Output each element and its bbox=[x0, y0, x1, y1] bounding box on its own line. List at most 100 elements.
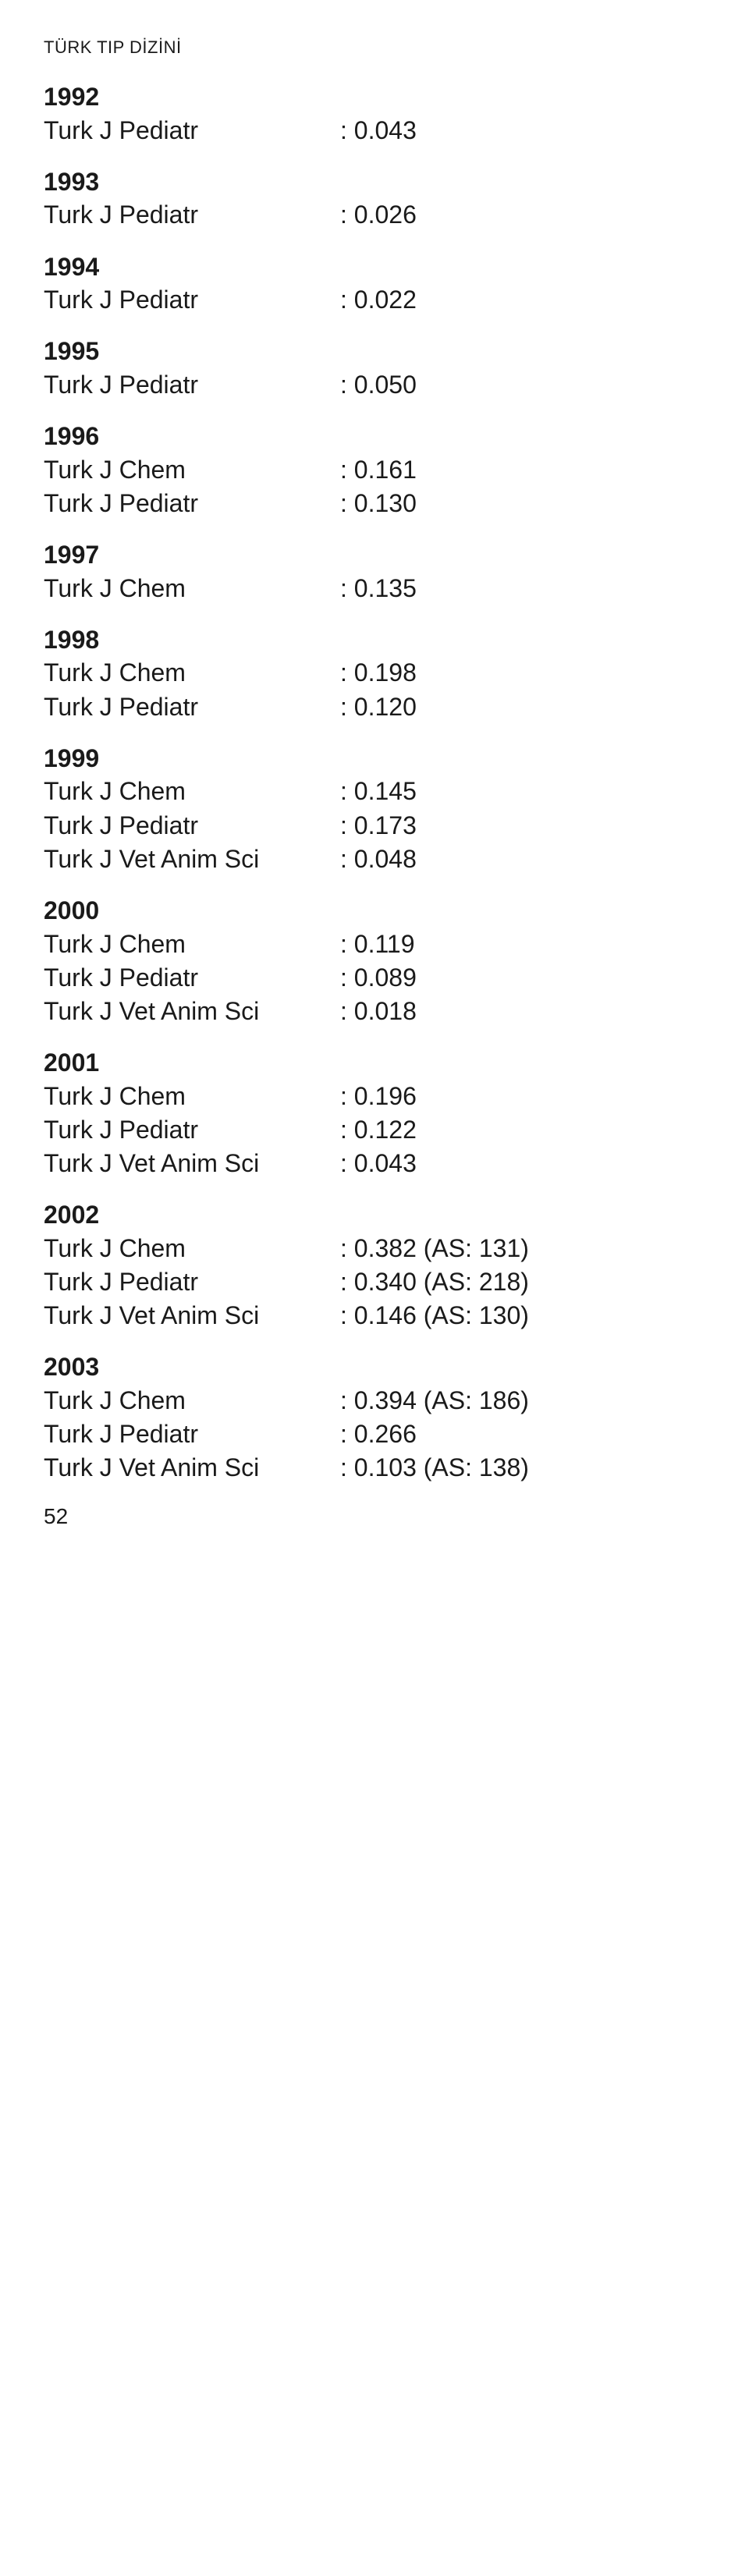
journal-name: Turk J Chem bbox=[44, 775, 340, 808]
journal-value: : 0.026 bbox=[340, 198, 705, 232]
year-label: 1994 bbox=[44, 251, 705, 284]
journal-name: Turk J Pediatr bbox=[44, 368, 340, 402]
journal-name: Turk J Chem bbox=[44, 453, 340, 487]
journal-name: Turk J Pediatr bbox=[44, 961, 340, 995]
journal-value: : 0.022 bbox=[340, 283, 705, 317]
journal-value: : 0.050 bbox=[340, 368, 705, 402]
journal-row: Turk J Vet Anim Sci: 0.018 bbox=[44, 995, 705, 1028]
journal-row: Turk J Pediatr: 0.043 bbox=[44, 114, 705, 147]
journal-name: Turk J Vet Anim Sci bbox=[44, 1451, 340, 1485]
journal-value: : 0.048 bbox=[340, 843, 705, 876]
journal-name: Turk J Pediatr bbox=[44, 690, 340, 724]
page-header: TÜRK TIP DİZİNİ bbox=[44, 37, 705, 58]
journal-row: Turk J Pediatr: 0.130 bbox=[44, 487, 705, 520]
journal-name: Turk J Chem bbox=[44, 572, 340, 605]
year-group: 2003Turk J Chem: 0.394 (AS: 186)Turk J P… bbox=[44, 1351, 705, 1485]
journal-row: Turk J Chem: 0.382 (AS: 131) bbox=[44, 1232, 705, 1265]
journal-name: Turk J Vet Anim Sci bbox=[44, 995, 340, 1028]
journal-name: Turk J Chem bbox=[44, 928, 340, 961]
journal-value: : 0.198 bbox=[340, 656, 705, 690]
journal-row: Turk J Pediatr: 0.340 (AS: 218) bbox=[44, 1265, 705, 1299]
journal-value: : 0.130 bbox=[340, 487, 705, 520]
journal-name: Turk J Pediatr bbox=[44, 809, 340, 843]
year-group: 1999Turk J Chem: 0.145Turk J Pediatr: 0.… bbox=[44, 743, 705, 876]
year-group: 1998Turk J Chem: 0.198Turk J Pediatr: 0.… bbox=[44, 624, 705, 724]
groups-container: 1992Turk J Pediatr: 0.0431993Turk J Pedi… bbox=[44, 81, 705, 1485]
journal-value: : 0.043 bbox=[340, 1147, 705, 1180]
journal-value: : 0.103 (AS: 138) bbox=[340, 1451, 705, 1485]
journal-name: Turk J Pediatr bbox=[44, 283, 340, 317]
journal-row: Turk J Pediatr: 0.173 bbox=[44, 809, 705, 843]
journal-row: Turk J Chem: 0.394 (AS: 186) bbox=[44, 1384, 705, 1418]
year-group: 1993Turk J Pediatr: 0.026 bbox=[44, 166, 705, 232]
year-group: 1994Turk J Pediatr: 0.022 bbox=[44, 251, 705, 318]
journal-name: Turk J Vet Anim Sci bbox=[44, 1147, 340, 1180]
year-group: 2002Turk J Chem: 0.382 (AS: 131)Turk J P… bbox=[44, 1199, 705, 1332]
year-label: 1995 bbox=[44, 335, 705, 368]
journal-name: Turk J Chem bbox=[44, 1384, 340, 1418]
year-group: 2000Turk J Chem: 0.119Turk J Pediatr: 0.… bbox=[44, 895, 705, 1028]
year-label: 1993 bbox=[44, 166, 705, 199]
journal-row: Turk J Vet Anim Sci: 0.043 bbox=[44, 1147, 705, 1180]
journal-row: Turk J Pediatr: 0.026 bbox=[44, 198, 705, 232]
journal-value: : 0.266 bbox=[340, 1418, 705, 1451]
journal-name: Turk J Pediatr bbox=[44, 114, 340, 147]
journal-row: Turk J Chem: 0.198 bbox=[44, 656, 705, 690]
year-group: 1992Turk J Pediatr: 0.043 bbox=[44, 81, 705, 147]
journal-row: Turk J Pediatr: 0.022 bbox=[44, 283, 705, 317]
year-group: 1995Turk J Pediatr: 0.050 bbox=[44, 335, 705, 402]
year-label: 2003 bbox=[44, 1351, 705, 1384]
journal-name: Turk J Pediatr bbox=[44, 487, 340, 520]
journal-row: Turk J Pediatr: 0.122 bbox=[44, 1113, 705, 1147]
journal-value: : 0.196 bbox=[340, 1080, 705, 1113]
year-label: 2001 bbox=[44, 1047, 705, 1080]
year-group: 1996Turk J Chem: 0.161Turk J Pediatr: 0.… bbox=[44, 420, 705, 520]
journal-name: Turk J Pediatr bbox=[44, 1265, 340, 1299]
journal-name: Turk J Chem bbox=[44, 1232, 340, 1265]
journal-name: Turk J Pediatr bbox=[44, 1113, 340, 1147]
journal-row: Turk J Vet Anim Sci: 0.146 (AS: 130) bbox=[44, 1299, 705, 1332]
journal-value: : 0.382 (AS: 131) bbox=[340, 1232, 705, 1265]
journal-name: Turk J Vet Anim Sci bbox=[44, 1299, 340, 1332]
year-group: 2001Turk J Chem: 0.196Turk J Pediatr: 0.… bbox=[44, 1047, 705, 1180]
year-label: 2002 bbox=[44, 1199, 705, 1232]
page-number: 52 bbox=[44, 1504, 705, 1529]
journal-row: Turk J Vet Anim Sci: 0.103 (AS: 138) bbox=[44, 1451, 705, 1485]
journal-value: : 0.089 bbox=[340, 961, 705, 995]
journal-value: : 0.394 (AS: 186) bbox=[340, 1384, 705, 1418]
journal-name: Turk J Vet Anim Sci bbox=[44, 843, 340, 876]
journal-value: : 0.135 bbox=[340, 572, 705, 605]
year-label: 1998 bbox=[44, 624, 705, 657]
journal-value: : 0.043 bbox=[340, 114, 705, 147]
journal-row: Turk J Vet Anim Sci: 0.048 bbox=[44, 843, 705, 876]
journal-name: Turk J Chem bbox=[44, 1080, 340, 1113]
journal-name: Turk J Pediatr bbox=[44, 198, 340, 232]
journal-row: Turk J Chem: 0.161 bbox=[44, 453, 705, 487]
year-label: 2000 bbox=[44, 895, 705, 928]
journal-row: Turk J Chem: 0.145 bbox=[44, 775, 705, 808]
journal-value: : 0.145 bbox=[340, 775, 705, 808]
journal-row: Turk J Chem: 0.135 bbox=[44, 572, 705, 605]
journal-row: Turk J Pediatr: 0.120 bbox=[44, 690, 705, 724]
year-group: 1997Turk J Chem: 0.135 bbox=[44, 539, 705, 605]
journal-value: : 0.340 (AS: 218) bbox=[340, 1265, 705, 1299]
journal-row: Turk J Pediatr: 0.050 bbox=[44, 368, 705, 402]
journal-value: : 0.173 bbox=[340, 809, 705, 843]
journal-value: : 0.122 bbox=[340, 1113, 705, 1147]
year-label: 1996 bbox=[44, 420, 705, 453]
year-label: 1999 bbox=[44, 743, 705, 775]
journal-value: : 0.161 bbox=[340, 453, 705, 487]
journal-name: Turk J Pediatr bbox=[44, 1418, 340, 1451]
journal-row: Turk J Pediatr: 0.089 bbox=[44, 961, 705, 995]
journal-row: Turk J Chem: 0.119 bbox=[44, 928, 705, 961]
year-label: 1997 bbox=[44, 539, 705, 572]
journal-row: Turk J Chem: 0.196 bbox=[44, 1080, 705, 1113]
journal-row: Turk J Pediatr: 0.266 bbox=[44, 1418, 705, 1451]
journal-value: : 0.120 bbox=[340, 690, 705, 724]
journal-value: : 0.119 bbox=[340, 928, 705, 961]
journal-value: : 0.018 bbox=[340, 995, 705, 1028]
journal-name: Turk J Chem bbox=[44, 656, 340, 690]
document-page: TÜRK TIP DİZİNİ 1992Turk J Pediatr: 0.04… bbox=[0, 0, 749, 1573]
year-label: 1992 bbox=[44, 81, 705, 114]
journal-value: : 0.146 (AS: 130) bbox=[340, 1299, 705, 1332]
